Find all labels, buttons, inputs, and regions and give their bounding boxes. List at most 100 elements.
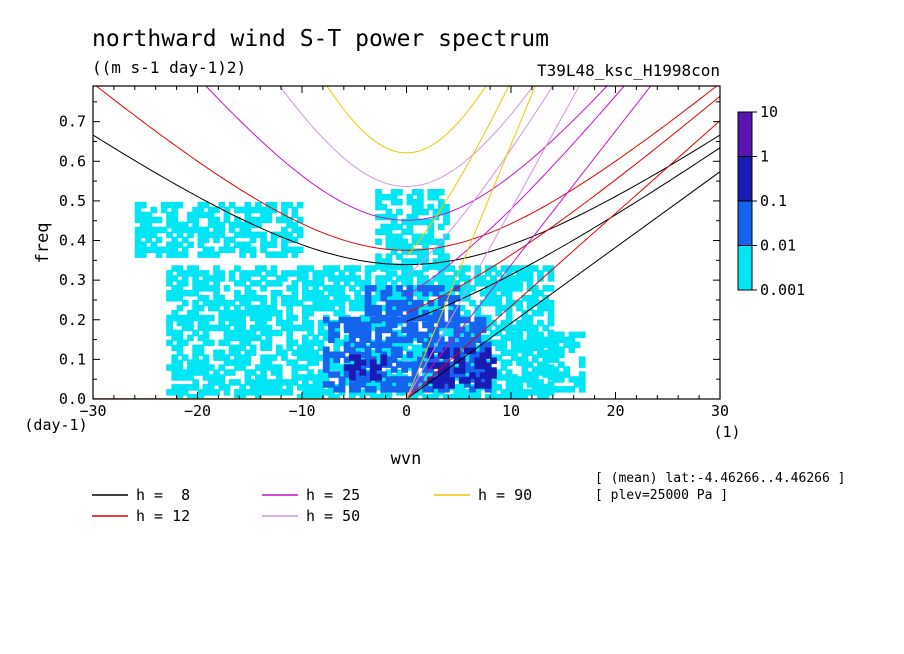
- field-cell: [223, 241, 231, 248]
- field-cell: [260, 236, 267, 244]
- field-cell: [385, 381, 393, 388]
- field-cell: [213, 354, 220, 361]
- field-cell: [406, 285, 414, 292]
- field-cell: [469, 386, 476, 393]
- field-cell: [505, 295, 513, 302]
- field-cell: [390, 331, 398, 339]
- field-cell: [359, 304, 367, 312]
- field-cell: [192, 369, 199, 376]
- field-cell: [176, 251, 184, 258]
- field-cell: [369, 374, 377, 381]
- field-cell: [296, 384, 304, 391]
- field-cell: [218, 275, 226, 282]
- field-cell: [260, 216, 267, 224]
- field-cell: [349, 326, 356, 334]
- field-cell: [296, 394, 304, 399]
- field-cell: [369, 386, 377, 393]
- field-cell: [453, 357, 461, 364]
- field-cell: [396, 299, 403, 307]
- field-cell: [469, 351, 476, 358]
- field-cell: [453, 295, 461, 302]
- field-cell: [239, 364, 246, 371]
- mixed-rossby-gravity-curve: [406, 86, 625, 297]
- field-cell: [422, 285, 429, 292]
- field-cell: [354, 321, 361, 329]
- field-cell: [228, 314, 236, 322]
- field-cell: [401, 386, 408, 393]
- field-cell: [380, 263, 388, 270]
- field-cell: [333, 351, 341, 358]
- field-cell: [265, 364, 273, 371]
- field-cell: [145, 236, 152, 244]
- field-cell: [244, 221, 252, 229]
- field-cell: [260, 359, 267, 366]
- field-cell: [390, 218, 398, 226]
- field-cell: [275, 216, 283, 224]
- field-cell: [312, 374, 320, 381]
- field-cell: [239, 389, 246, 396]
- field-cell: [218, 309, 226, 317]
- field-cell: [192, 285, 199, 292]
- field-cell: [354, 326, 361, 334]
- field-cell: [396, 243, 403, 250]
- field-cell: [302, 389, 309, 396]
- field-cell: [542, 384, 550, 391]
- field-cell: [176, 221, 184, 229]
- field-cell: [411, 344, 419, 351]
- field-cell: [228, 344, 236, 351]
- field-cell: [338, 381, 346, 388]
- field-cell: [375, 309, 382, 317]
- field-cell: [364, 270, 372, 277]
- field-cell: [406, 280, 414, 287]
- field-cell: [516, 331, 523, 339]
- field-cell: [249, 349, 257, 356]
- field-cell: [249, 324, 257, 332]
- field-cell: [443, 394, 450, 399]
- field-cell: [484, 367, 492, 374]
- field-cell: [223, 334, 231, 342]
- field-cell: [417, 194, 424, 201]
- field-cell: [521, 376, 529, 383]
- field-cell: [291, 349, 299, 356]
- field-cell: [396, 208, 403, 216]
- field-cell: [255, 201, 262, 209]
- field-cell: [171, 211, 179, 219]
- field-cell: [181, 275, 189, 282]
- field-cell: [213, 226, 220, 234]
- field-cell: [484, 280, 492, 287]
- field-cell: [255, 231, 262, 239]
- field-cell: [385, 386, 393, 393]
- field-cell: [134, 226, 142, 234]
- field-cell: [505, 359, 513, 366]
- field-cell: [291, 339, 299, 347]
- field-cell: [380, 280, 388, 287]
- field-cell: [166, 231, 173, 239]
- field-cell: [500, 334, 508, 342]
- field-cell: [171, 359, 179, 366]
- field-cell: [484, 352, 492, 359]
- field-cell: [228, 319, 236, 327]
- field-cell: [244, 299, 252, 307]
- field-cell: [328, 389, 335, 396]
- field-cell: [260, 319, 267, 327]
- field-cell: [317, 270, 325, 277]
- legend-label: h = 90: [478, 486, 532, 504]
- field-cell: [427, 362, 435, 369]
- field-cell: [270, 290, 278, 297]
- field-cell: [192, 329, 199, 337]
- field-cell: [322, 329, 330, 337]
- field-cell: [239, 280, 246, 287]
- field-cell: [531, 324, 539, 332]
- field-cell: [432, 371, 440, 378]
- field-cell: [396, 253, 403, 260]
- field-cell: [464, 354, 471, 361]
- field-cell: [202, 270, 210, 277]
- field-cell: [207, 339, 215, 347]
- field-cell: [448, 304, 455, 312]
- field-cell: [312, 299, 320, 307]
- field-cell: [479, 357, 487, 364]
- field-cell: [338, 309, 346, 317]
- field-cell: [521, 275, 529, 282]
- field-cell: [181, 236, 189, 244]
- field-cell: [260, 339, 267, 347]
